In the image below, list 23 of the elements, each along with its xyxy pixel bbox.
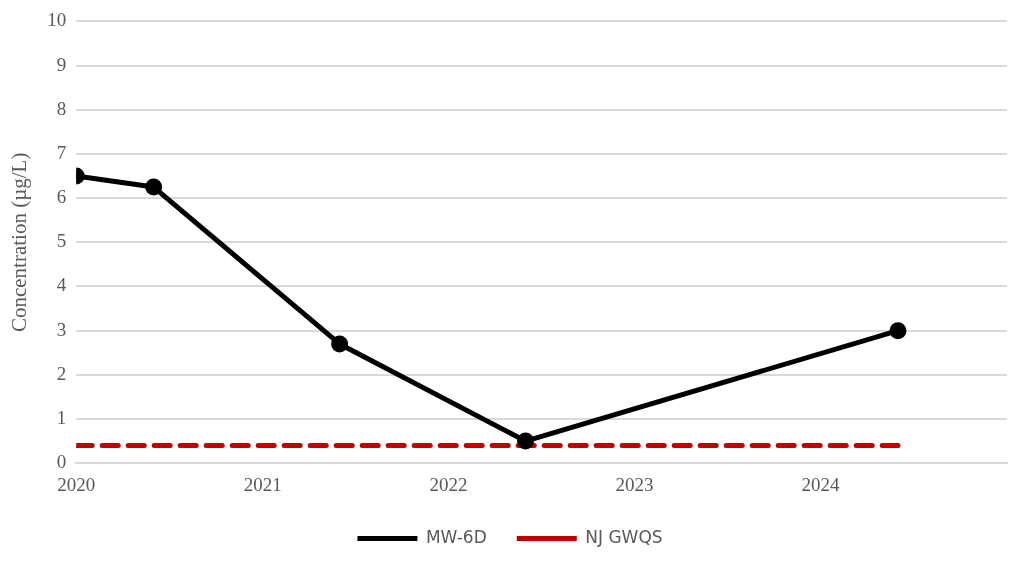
point: [517, 432, 535, 450]
x-tick-label: 2020: [57, 473, 96, 495]
y-tick-label: 2: [56, 362, 67, 384]
x-tick-label: 2024: [801, 473, 841, 495]
y-tick-label: 3: [56, 318, 67, 340]
y-tick-label: 0: [56, 451, 67, 473]
x-tick-label: 2023: [615, 473, 654, 495]
y-tick-label: 7: [56, 141, 67, 163]
y-tick-label: 9: [56, 53, 67, 75]
y-tick-label: 4: [56, 274, 67, 296]
y-tick-label: 6: [56, 186, 67, 208]
point: [145, 178, 163, 196]
x-tick-label: 2022: [429, 473, 468, 495]
y-tick-label: 8: [56, 97, 67, 119]
y-tick-label: 5: [56, 230, 67, 252]
point: [331, 335, 349, 353]
y-tick-label: 1: [56, 407, 67, 428]
point: [889, 322, 907, 340]
y-axis-title: Concentration (µg/L): [7, 152, 32, 333]
y-tick-label: 10: [47, 9, 67, 31]
x-tick-label: 2021: [243, 473, 282, 495]
legend-label: NJ GWQS: [585, 526, 663, 547]
legend-label: MW-6D: [425, 526, 487, 547]
